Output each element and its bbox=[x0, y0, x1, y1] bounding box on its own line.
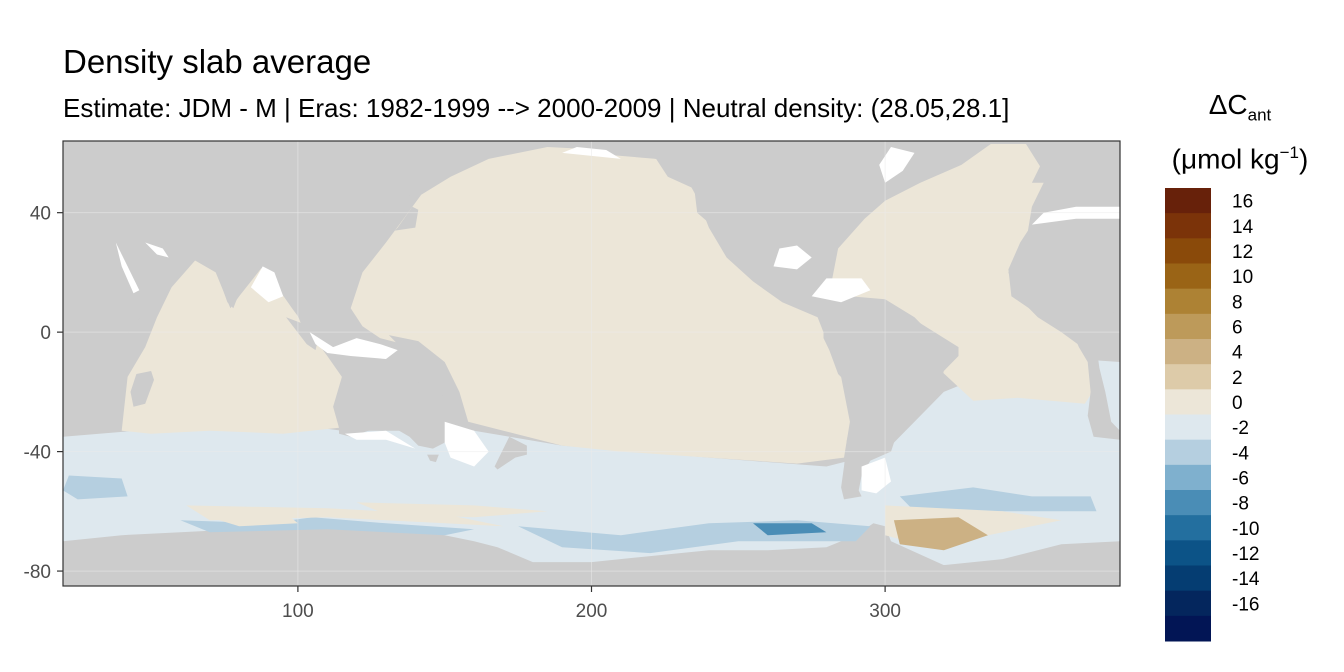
y-tick-label: -40 bbox=[24, 443, 51, 464]
no-data-indonesia-seas bbox=[309, 332, 398, 359]
indian-ocean-region bbox=[121, 260, 342, 434]
anomaly-patch-p2 bbox=[899, 487, 1097, 512]
legend-title: ΔCant bbox=[1150, 88, 1330, 133]
land-borneo-sumatra bbox=[286, 311, 351, 351]
legend-unit: (μmol kg−1) bbox=[1150, 136, 1330, 176]
no-data-mediterranean bbox=[1031, 206, 1120, 225]
land-new-guinea bbox=[388, 335, 445, 362]
y-tick-label: -80 bbox=[24, 562, 51, 583]
legend-swatch bbox=[1165, 389, 1211, 415]
legend-swatch bbox=[1165, 238, 1211, 264]
legend-label: -8 bbox=[1232, 494, 1249, 515]
legend-colorbar: 16 14 12 10 8 6 4 2 0 -2 -4 -6 -8 -10 -12 -14 -16 bbox=[1165, 188, 1260, 642]
legend-label: 4 bbox=[1232, 343, 1243, 364]
legend-label: 14 bbox=[1232, 217, 1254, 238]
plot-subtitle: Estimate: JDM - M | Eras: 1982-1999 --> … bbox=[63, 93, 1010, 123]
anomaly-patch-p5 bbox=[180, 517, 475, 536]
legend-swatch bbox=[1165, 213, 1211, 239]
legend-swatch bbox=[1165, 188, 1211, 214]
anomaly-patch-p9 bbox=[209, 511, 298, 527]
anomaly-patch-p10 bbox=[356, 502, 548, 518]
legend-swatch bbox=[1165, 590, 1211, 617]
legend-swatch bbox=[1165, 615, 1211, 642]
legend-swatch bbox=[1165, 364, 1211, 390]
anomaly-patch-p4 bbox=[753, 523, 827, 536]
legend-label: -4 bbox=[1232, 443, 1249, 464]
legend-swatch bbox=[1165, 515, 1211, 541]
plot-title: Density slab average bbox=[63, 43, 372, 80]
legend-swatch bbox=[1165, 565, 1211, 592]
land-north-america bbox=[576, 141, 900, 309]
no-data-gulf-mexico bbox=[773, 245, 812, 270]
anomaly-patch-p6 bbox=[186, 505, 504, 527]
land-east-africa-arabia bbox=[63, 236, 175, 434]
atlantic-ocean-region bbox=[832, 144, 1097, 404]
x-tick-label: 300 bbox=[869, 601, 901, 622]
legend-swatch bbox=[1165, 490, 1211, 516]
legend-title-symbol: ΔC bbox=[1208, 89, 1248, 120]
no-data-bengal bbox=[250, 266, 284, 303]
legend-label: 6 bbox=[1232, 317, 1243, 338]
no-data-tasman bbox=[444, 421, 489, 467]
legend-swatch bbox=[1165, 288, 1211, 315]
legend-unit-superscript: −1 bbox=[1279, 143, 1299, 162]
legend-unit-prefix: (μmol kg bbox=[1171, 143, 1280, 175]
land-new-zealand bbox=[494, 436, 527, 470]
no-data-red-sea bbox=[115, 242, 140, 294]
no-data-australia-south bbox=[344, 430, 416, 449]
land-greenland bbox=[914, 141, 962, 153]
legend-label: 16 bbox=[1232, 192, 1253, 213]
legend-swatch bbox=[1165, 439, 1211, 466]
land-tasmania bbox=[427, 454, 439, 463]
legend-swatch bbox=[1165, 540, 1211, 566]
legend-swatch bbox=[1165, 313, 1211, 340]
land-australia bbox=[339, 365, 454, 449]
legend-swatch bbox=[1165, 339, 1211, 365]
legend-label: -14 bbox=[1232, 569, 1260, 590]
map-panel bbox=[62, 140, 1121, 587]
legend-swatch bbox=[1165, 263, 1211, 290]
land-europe-uk bbox=[1031, 158, 1062, 183]
y-tick-label: 40 bbox=[30, 204, 51, 225]
land-eurasia bbox=[63, 141, 519, 330]
land-india bbox=[203, 242, 298, 309]
pacific-ocean-region bbox=[350, 147, 850, 464]
legend-label: -12 bbox=[1232, 544, 1259, 565]
x-tick-label: 200 bbox=[576, 601, 608, 622]
land-japan bbox=[386, 206, 419, 240]
no-data-hudson-labrador bbox=[879, 147, 915, 183]
legend-unit-suffix: ) bbox=[1299, 143, 1309, 175]
legend-label: 0 bbox=[1232, 393, 1243, 414]
land-africa bbox=[1008, 221, 1120, 440]
legend-swatch bbox=[1165, 464, 1211, 491]
legend-label: -2 bbox=[1232, 418, 1249, 439]
legend-label: 12 bbox=[1232, 242, 1253, 263]
land-madagascar bbox=[130, 371, 154, 407]
land-south-america bbox=[823, 296, 959, 500]
no-data-caribbean bbox=[811, 278, 871, 303]
y-tick-label: 0 bbox=[40, 323, 51, 344]
legend-title-subscript: ant bbox=[1247, 105, 1272, 125]
anomaly-patch-p8 bbox=[893, 517, 988, 551]
legend-label: -10 bbox=[1232, 519, 1259, 540]
anomaly-patch-p1 bbox=[63, 475, 128, 500]
legend-label: 2 bbox=[1232, 368, 1243, 389]
legend-label: -16 bbox=[1232, 594, 1259, 615]
legend-label: 8 bbox=[1232, 292, 1243, 313]
legend-label: 10 bbox=[1232, 267, 1253, 288]
no-data-patagonia bbox=[861, 457, 891, 494]
legend-label: -6 bbox=[1232, 468, 1249, 489]
no-data-persian-gulf bbox=[145, 242, 169, 258]
legend-swatch bbox=[1165, 414, 1211, 441]
x-tick-label: 100 bbox=[282, 601, 314, 622]
